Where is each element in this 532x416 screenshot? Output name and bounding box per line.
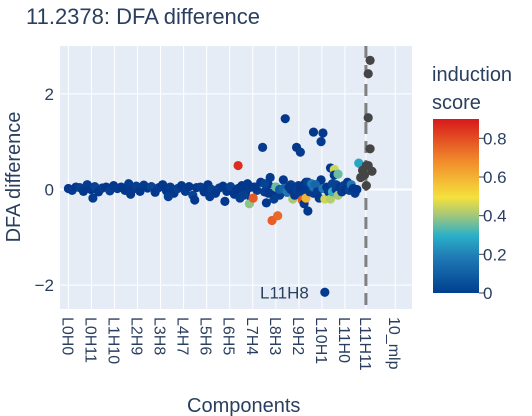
x-tick-label: L7H4 [243, 317, 260, 355]
colorbar-tick-label: 0 [483, 284, 492, 303]
data-point [316, 137, 326, 147]
y-tick-label: 0 [45, 180, 54, 199]
data-point [284, 182, 294, 192]
x-tick-label: L4H7 [174, 317, 191, 355]
y-tick-label: −2 [35, 276, 54, 295]
colorbar-tick-label: 0.4 [483, 207, 507, 226]
data-point [190, 195, 200, 205]
colorbar-tick-label: 0.6 [483, 168, 507, 187]
data-points [63, 55, 377, 297]
data-point [318, 128, 328, 138]
data-point [352, 184, 362, 195]
colorbar-tick-label: 0.8 [483, 129, 507, 148]
data-point [248, 193, 258, 203]
colorbar-title-line1: induction [432, 64, 512, 86]
data-point [363, 113, 373, 123]
data-point [261, 198, 271, 208]
data-point [265, 172, 275, 183]
data-point [205, 192, 215, 202]
x-tick-label: L2H9 [128, 317, 145, 355]
x-tick-label: L5H6 [197, 317, 214, 355]
data-point [361, 181, 371, 191]
data-point [365, 144, 375, 154]
data-point [242, 179, 253, 189]
x-tick-label: 10_mlp [385, 317, 402, 370]
data-point [78, 186, 89, 196]
data-point [325, 194, 336, 204]
data-point [278, 175, 288, 185]
x-tick-label: L11H11 [356, 317, 373, 371]
data-point [233, 160, 243, 171]
point-annotation: L11H8 [260, 283, 309, 302]
data-point [184, 181, 194, 192]
data-point [269, 194, 279, 204]
y-axis-ticks: −2 0 2 [35, 85, 54, 295]
y-axis-title: DFA difference [3, 112, 25, 243]
data-point [295, 147, 305, 157]
y-tick-label: 2 [45, 85, 54, 104]
chart-title: 11.2378: DFA difference [26, 4, 260, 29]
colorbar-ticks: 0 0.2 0.4 0.6 0.8 [479, 129, 507, 303]
x-tick-label: L6H5 [220, 317, 237, 355]
data-point [88, 193, 98, 203]
colorbar-title-line2: score [432, 92, 481, 114]
x-tick-label: L3H8 [151, 317, 168, 355]
data-point [231, 185, 241, 196]
plot-area [60, 46, 412, 309]
x-tick-label: L11H0 [335, 317, 352, 363]
data-point [250, 182, 260, 192]
x-axis-ticks: L0H0 L0H11 L1H10 L2H9 L3H8 L4H7 L5H6 L6H5 L7H4 L8… [58, 317, 402, 371]
x-tick-label: L9H2 [289, 317, 306, 355]
data-point [258, 142, 268, 152]
data-point [280, 114, 290, 124]
data-point [220, 196, 230, 207]
colorbar-tick-label: 0.2 [483, 245, 507, 264]
data-point [273, 211, 283, 221]
data-point [163, 192, 173, 202]
x-tick-label: L0H0 [58, 317, 75, 355]
x-tick-label: L0H11 [81, 317, 98, 363]
x-tick-label: L8H3 [266, 317, 283, 355]
data-point [263, 188, 273, 198]
data-point [259, 179, 270, 189]
data-point [126, 189, 136, 199]
data-point [303, 206, 313, 216]
data-point [310, 180, 321, 190]
data-point [239, 190, 249, 200]
data-point [367, 166, 377, 176]
data-point [320, 287, 330, 297]
x-axis-title: Components [187, 395, 300, 416]
data-point [365, 55, 375, 65]
data-point [333, 169, 343, 179]
x-tick-label: L10H1 [312, 317, 329, 364]
data-point [359, 170, 370, 180]
data-point [354, 158, 364, 168]
x-tick-label: L1H10 [104, 317, 121, 364]
data-point [363, 69, 373, 79]
data-point [308, 127, 319, 137]
colorbar [433, 119, 479, 293]
